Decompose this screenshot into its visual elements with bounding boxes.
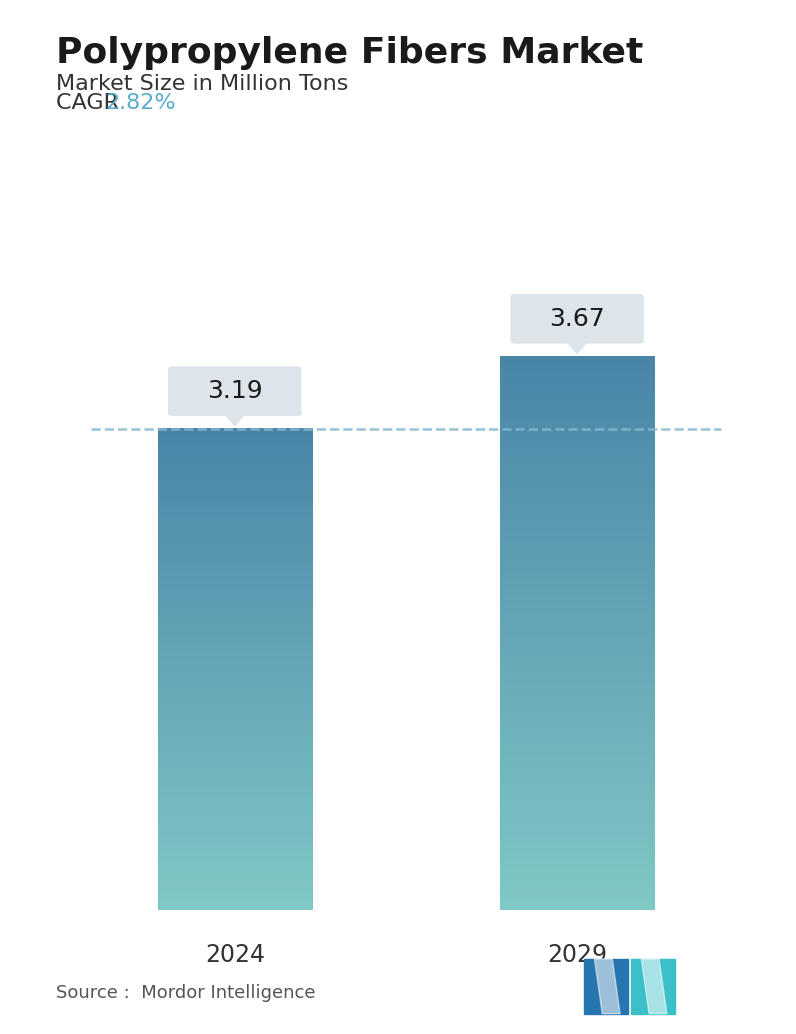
Text: 2.82%: 2.82% [105, 93, 176, 114]
Text: Polypropylene Fibers Market: Polypropylene Fibers Market [56, 36, 643, 70]
Polygon shape [567, 341, 587, 354]
Text: CAGR: CAGR [56, 93, 126, 114]
Text: Market Size in Million Tons: Market Size in Million Tons [56, 74, 348, 94]
Polygon shape [642, 959, 667, 1013]
Text: 2024: 2024 [205, 943, 265, 967]
FancyBboxPatch shape [168, 366, 302, 416]
Text: 2029: 2029 [547, 943, 607, 967]
Polygon shape [631, 959, 675, 1013]
FancyBboxPatch shape [510, 294, 644, 343]
Text: 3.19: 3.19 [207, 379, 263, 403]
Polygon shape [584, 959, 628, 1013]
Text: Source :  Mordor Intelligence: Source : Mordor Intelligence [56, 983, 315, 1002]
Polygon shape [224, 414, 245, 426]
Polygon shape [595, 959, 620, 1013]
Text: 3.67: 3.67 [549, 307, 605, 331]
